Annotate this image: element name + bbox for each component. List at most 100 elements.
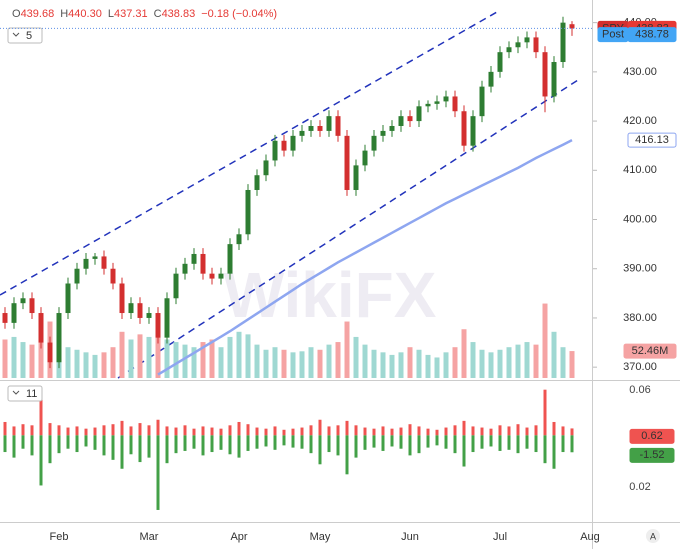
volume-bar <box>299 351 305 378</box>
indicator-bar <box>534 425 538 436</box>
candle-body <box>254 175 260 190</box>
candle-body <box>209 273 215 279</box>
indicator-bar <box>354 425 358 436</box>
chevron <box>12 32 20 37</box>
indicator-bar <box>363 427 367 436</box>
y-tick-label: 400.00 <box>623 213 657 225</box>
candle-body <box>137 303 143 318</box>
indicator-bar <box>498 425 502 436</box>
indicator-bar <box>237 421 241 436</box>
volume-bar <box>191 347 197 378</box>
indicator-bar <box>282 435 286 446</box>
indicator-bar <box>489 435 493 447</box>
post-price-tag-bg <box>627 27 677 43</box>
indicator-bar <box>480 435 484 449</box>
indicator-bar <box>444 427 448 436</box>
candle-body <box>479 86 485 117</box>
volume-bar <box>515 344 521 378</box>
indicator-bar <box>255 435 259 449</box>
candle-body <box>452 96 458 112</box>
indicator-bar <box>498 435 502 451</box>
indicator-bar <box>156 435 160 510</box>
indicator-bar <box>3 435 7 453</box>
indicator-bar <box>120 435 124 469</box>
indicator-bar <box>507 435 511 450</box>
candle-body <box>497 52 503 72</box>
volume-bar <box>488 352 494 378</box>
indicator-bar <box>489 428 493 436</box>
indicator-bar <box>183 435 187 451</box>
indicator-bar <box>543 389 547 436</box>
volume-bar <box>119 331 125 378</box>
candle-body <box>173 273 179 299</box>
candle-body <box>380 130 386 136</box>
indicator-bar <box>183 425 187 436</box>
y-tick-label: 420.00 <box>623 115 657 127</box>
indicator-bar <box>516 435 520 454</box>
indicator-bar <box>390 428 394 436</box>
indicator-bar <box>84 428 88 436</box>
channel-lower <box>117 79 579 379</box>
volume-bar <box>353 336 359 378</box>
indicator-bar <box>111 435 115 460</box>
candle-body <box>515 42 521 48</box>
indicator-bar <box>57 435 61 454</box>
candle-body <box>47 342 53 363</box>
y-tick-label: 390.00 <box>623 263 657 275</box>
indicator-bar <box>453 435 457 454</box>
indicator-bar <box>525 435 529 449</box>
indicator-bar <box>246 424 250 436</box>
candle-body <box>155 313 161 338</box>
indicator-bar <box>264 428 268 436</box>
indicator-bar <box>210 427 214 436</box>
candle-body <box>371 135 377 151</box>
indicator-bar <box>84 435 88 447</box>
volume-bar <box>83 352 89 378</box>
volume-bar <box>425 354 431 378</box>
candle-body <box>128 303 134 314</box>
candle-body <box>506 47 512 53</box>
x-tick-label: Mar <box>140 531 159 543</box>
indicator-bar <box>219 435 223 450</box>
candle-body <box>533 37 539 53</box>
indicator-bar <box>426 435 430 448</box>
indicator-bar <box>462 435 466 467</box>
indicator-bar <box>516 424 520 436</box>
volume-bar <box>398 352 404 378</box>
volume-bar <box>155 321 161 378</box>
ohlc-header: O439.68 H440.30 L437.31 C438.83 −0.18 (−0.04… <box>12 8 277 20</box>
indicator-bar <box>273 435 277 450</box>
interval-frame <box>7 27 43 44</box>
volume-bar <box>209 339 215 378</box>
indicator-bar <box>345 420 349 436</box>
y-tick-label: 380.00 <box>623 312 657 324</box>
indicator-bar <box>399 427 403 436</box>
indicator-bar <box>561 435 565 453</box>
indicator-bar <box>192 428 196 436</box>
indicator-bar <box>138 435 142 463</box>
indicator-bar <box>471 435 475 453</box>
indicator-bar <box>318 419 322 436</box>
x-tick-label: Jul <box>493 531 507 543</box>
candle-body <box>326 116 332 131</box>
candle-body <box>191 253 197 264</box>
indicator-bar <box>417 435 421 454</box>
volume-bar <box>236 331 242 378</box>
indicator-bar <box>570 428 574 436</box>
volume-bar <box>524 342 530 378</box>
indicator-bar <box>93 427 97 436</box>
x-tick-label: May <box>310 531 331 543</box>
volume-bar <box>551 331 557 378</box>
indicator-bar <box>30 435 34 456</box>
indicator-bar <box>372 435 376 448</box>
indicator-bar <box>462 420 466 436</box>
indicator-bar <box>102 425 106 436</box>
indicator-frame <box>7 385 43 402</box>
auto-scale-icon[interactable]: A <box>650 531 656 541</box>
x-tick-label: Apr <box>230 531 247 543</box>
candle-body <box>236 234 242 245</box>
volume-bar <box>254 344 260 378</box>
auto-scale-button[interactable] <box>646 529 660 543</box>
